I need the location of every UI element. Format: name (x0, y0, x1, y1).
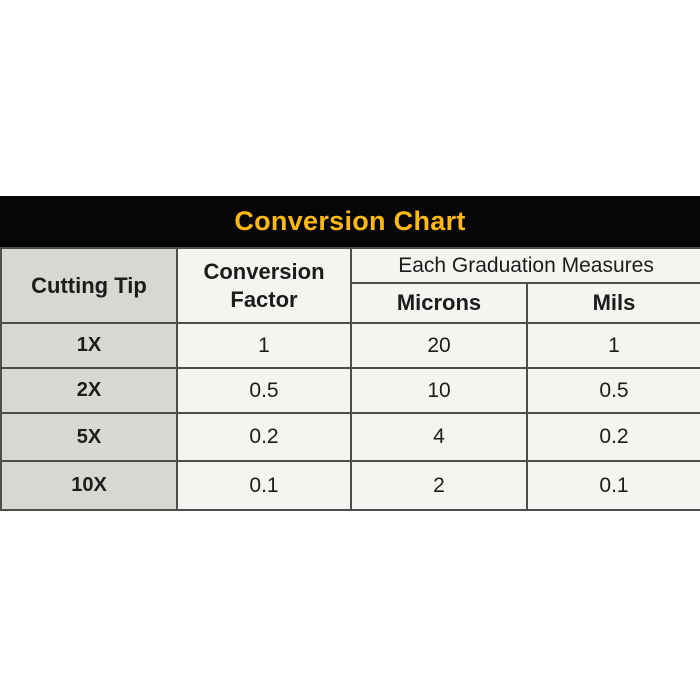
table-row: 1X 1 20 1 (0, 322, 700, 369)
cell-mils: 0.2 (525, 412, 700, 462)
cell-mils: 0.1 (525, 460, 700, 511)
cell-microns: 20 (350, 322, 528, 369)
cell-factor: 0.2 (176, 412, 352, 462)
row-label-5x: 5X (0, 412, 178, 462)
row-label-1x: 1X (0, 322, 178, 369)
conversion-factor-line1: Conversion (203, 259, 325, 284)
row-label-10x: 10X (0, 460, 178, 511)
header-cell-conversion-factor: Conversion Factor (176, 247, 352, 324)
cell-mils: 0.5 (525, 367, 700, 414)
cell-factor: 1 (176, 322, 352, 369)
cell-mils: 1 (525, 322, 700, 369)
header-row-group: Cutting Tip Conversion Factor Each Gradu… (0, 247, 700, 324)
cell-microns: 10 (350, 367, 528, 414)
cell-microns: 2 (350, 460, 528, 511)
chart-title: Conversion Chart (234, 206, 466, 236)
cell-microns: 4 (350, 412, 528, 462)
table-row: 5X 0.2 4 0.2 (0, 412, 700, 462)
header-cell-microns: Microns (350, 282, 528, 324)
table-row: 10X 0.1 2 0.1 (0, 460, 700, 511)
chart-title-bar: Conversion Chart (0, 196, 700, 247)
table-row: 2X 0.5 10 0.5 (0, 367, 700, 414)
header-cell-cutting-tip: Cutting Tip (0, 247, 178, 324)
header-row-sub: Microns Mils (1, 282, 700, 324)
row-label-2x: 2X (0, 367, 178, 414)
cell-factor: 0.5 (176, 367, 352, 414)
cell-factor: 0.1 (176, 460, 352, 511)
header-cell-mils: Mils (525, 282, 700, 324)
conversion-factor-line2: Factor (230, 286, 298, 312)
header-cell-graduation-group: Each Graduation Measures (349, 247, 700, 284)
conversion-table: Cutting Tip Conversion Factor Each Gradu… (0, 247, 700, 511)
